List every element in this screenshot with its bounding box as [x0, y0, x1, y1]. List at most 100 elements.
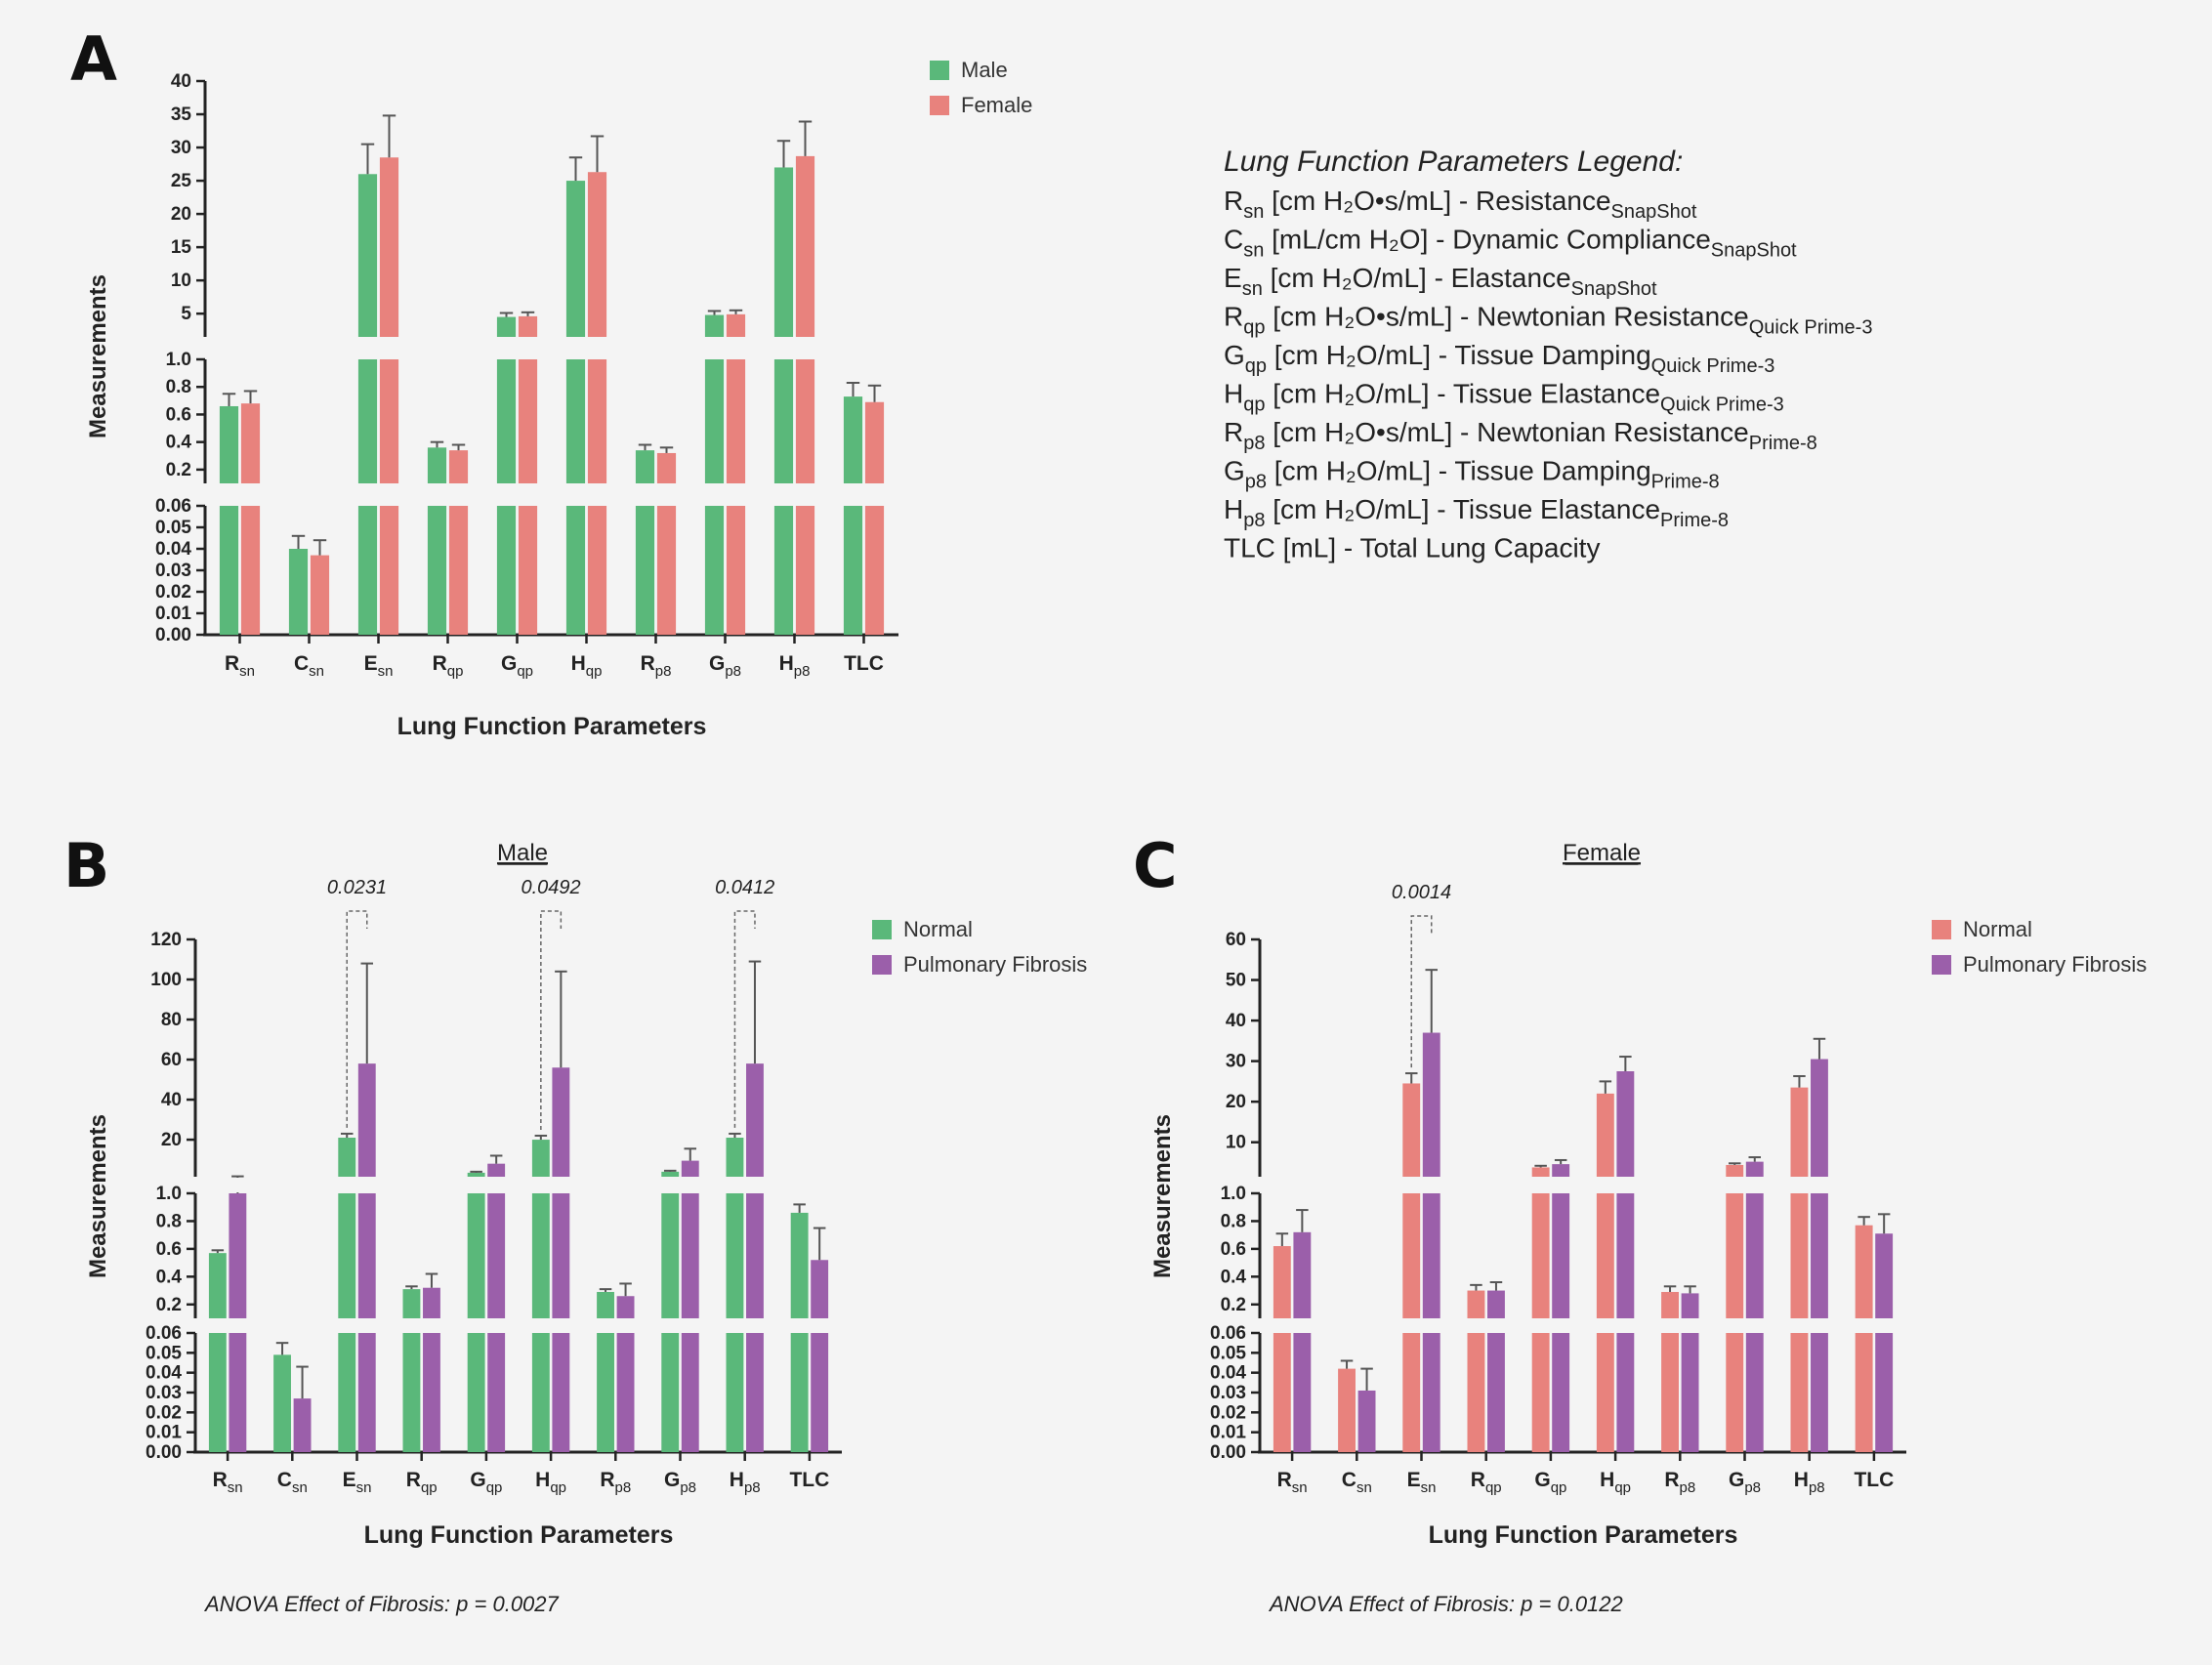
- bar-normal: [1661, 1333, 1679, 1452]
- y-tick-label: 0.4: [166, 433, 192, 453]
- bar-male: [565, 359, 586, 483]
- bar-female: [240, 506, 261, 635]
- bar-normal: [402, 1289, 421, 1318]
- legend-swatch: [872, 955, 892, 975]
- bar-normal: [1790, 1087, 1809, 1177]
- bar-normal: [531, 1140, 550, 1177]
- y-tick-label: 40: [161, 1090, 182, 1110]
- bar-normal: [790, 1212, 809, 1318]
- bar-pulmonary-fibrosis: [487, 1193, 506, 1318]
- bar-normal: [1596, 1093, 1614, 1177]
- bar-female: [795, 155, 815, 337]
- chart-title: Female: [1563, 840, 1641, 866]
- x-tick-label: Csn: [277, 1469, 308, 1496]
- y-tick-label: 0.6: [156, 1239, 182, 1260]
- x-tick-label: Hqp: [571, 652, 603, 680]
- y-tick-label: 0.03: [155, 561, 191, 581]
- bar-female: [726, 313, 746, 337]
- bar-pulmonary-fibrosis: [1487, 1333, 1505, 1452]
- x-tick-label: Gqp: [501, 652, 533, 680]
- bar-male: [565, 181, 586, 337]
- parameters-legend-item: Gp8 [cm H₂O/mL] - Tissue DampingPrime-8: [1224, 456, 1720, 493]
- bar-normal: [1531, 1167, 1550, 1177]
- significance-bracket: [346, 910, 368, 1128]
- bar-pulmonary-fibrosis: [1811, 1059, 1828, 1177]
- bar-male: [635, 450, 655, 483]
- x-tick-label: TLC: [1854, 1469, 1894, 1491]
- bar-male: [773, 359, 794, 483]
- bar-pulmonary-fibrosis: [1616, 1071, 1635, 1177]
- y-tick-label: 0.8: [1221, 1211, 1246, 1231]
- parameters-legend-item: Esn [cm H₂O/mL] - ElastanceSnapShot: [1224, 263, 1657, 300]
- y-tick-label: 0.02: [1210, 1402, 1246, 1423]
- panel-letter: B: [63, 830, 109, 901]
- parameters-legend-item: Rp8 [cm H₂O•s/mL] - Newtonian Resistance…: [1224, 417, 1817, 454]
- bar-pulmonary-fibrosis: [681, 1193, 699, 1318]
- y-tick-label: 0.01: [1210, 1423, 1246, 1443]
- x-tick-label: Hqp: [535, 1469, 566, 1496]
- legend-swatch: [1932, 955, 1951, 975]
- bar-normal: [467, 1193, 485, 1318]
- y-tick-label: 40: [1226, 1011, 1246, 1031]
- x-tick-label: Rp8: [641, 652, 672, 680]
- bar-pulmonary-fibrosis: [357, 1333, 376, 1452]
- y-tick-label: 0.8: [166, 377, 191, 397]
- y-tick-label: 100: [150, 970, 182, 990]
- bar-normal: [208, 1253, 227, 1318]
- axis-break: [197, 1178, 844, 1192]
- y-tick-label: 0.4: [1221, 1267, 1247, 1287]
- y-tick-label: 120: [150, 930, 182, 950]
- bar-normal: [1273, 1333, 1291, 1452]
- y-tick-label: 0.05: [155, 518, 191, 538]
- p-value-label: 0.0014: [1392, 882, 1451, 903]
- y-tick-label: 0.04: [146, 1363, 182, 1384]
- legend-label: Normal: [1963, 917, 2032, 941]
- bar-male: [357, 174, 378, 337]
- x-tick-label: Hp8: [779, 652, 811, 680]
- bar-normal: [1726, 1333, 1744, 1452]
- bar-male: [704, 506, 725, 635]
- legend-swatch: [1932, 920, 1951, 939]
- parameters-legend-title: Lung Function Parameters Legend:: [1224, 146, 1683, 178]
- x-tick-label: Rqp: [1471, 1469, 1502, 1496]
- bar-normal: [597, 1333, 614, 1452]
- bar-pulmonary-fibrosis: [357, 1063, 376, 1177]
- y-tick-label: 0.01: [155, 604, 191, 624]
- parameters-legend-item: TLC [mL] - Total Lung Capacity: [1224, 533, 1600, 563]
- bar-normal: [790, 1333, 809, 1452]
- chart-title: Male: [497, 840, 548, 866]
- y-tick-label: 0.00: [1210, 1442, 1246, 1463]
- bar-normal: [531, 1193, 550, 1318]
- bar-normal: [1596, 1333, 1614, 1452]
- bar-male: [496, 506, 517, 635]
- y-tick-label: 0.01: [146, 1423, 182, 1443]
- y-tick-label: 0.05: [146, 1343, 182, 1363]
- x-tick-label: Gp8: [664, 1469, 696, 1496]
- p-value-label: 0.0412: [715, 877, 774, 898]
- bar-pulmonary-fibrosis: [487, 1163, 506, 1177]
- bar-female: [379, 157, 399, 337]
- bar-female: [587, 172, 607, 337]
- x-tick-label: Rsn: [1277, 1469, 1308, 1496]
- x-tick-label: Csn: [1342, 1469, 1372, 1496]
- y-tick-label: 0.00: [155, 625, 191, 645]
- bar-normal: [208, 1333, 227, 1452]
- bar-pulmonary-fibrosis: [1422, 1193, 1440, 1318]
- legend-swatch: [930, 96, 949, 115]
- bar-pulmonary-fibrosis: [1487, 1290, 1505, 1318]
- x-tick-label: Hqp: [1600, 1469, 1631, 1496]
- bar-normal: [597, 1291, 614, 1318]
- panel-letter: A: [70, 23, 117, 95]
- bar-normal: [338, 1193, 356, 1318]
- axis-break: [207, 338, 900, 358]
- bar-normal: [467, 1172, 485, 1177]
- legend-swatch: [930, 61, 949, 80]
- bar-normal: [1402, 1083, 1421, 1177]
- bar-normal: [338, 1333, 356, 1452]
- legend-label: Male: [961, 58, 1008, 82]
- bar-female: [379, 359, 399, 483]
- bar-pulmonary-fibrosis: [1616, 1333, 1635, 1452]
- bar-normal: [531, 1333, 550, 1452]
- bar-female: [310, 555, 330, 635]
- bar-female: [864, 401, 885, 483]
